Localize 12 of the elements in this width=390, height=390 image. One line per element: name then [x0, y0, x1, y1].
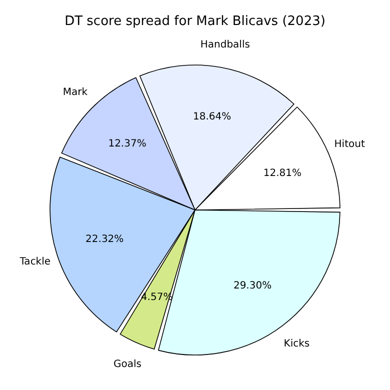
slice-label: Tackle: [18, 256, 51, 268]
data-label: 18.64%: [192, 112, 232, 123]
chart-title: DT score spread for Mark Blicavs (2023): [64, 14, 326, 29]
data-label: 12.81%: [263, 168, 302, 179]
slice-label: Handballs: [200, 40, 250, 51]
data-label: 22.32%: [86, 234, 124, 246]
slice-label: Hitout: [334, 139, 365, 150]
slice-label: Kicks: [284, 338, 310, 350]
data-label: 12.37%: [108, 138, 146, 150]
data-label: 29.30%: [233, 280, 272, 292]
slice-label: Mark: [62, 87, 88, 98]
slice-label: Goals: [113, 358, 142, 370]
